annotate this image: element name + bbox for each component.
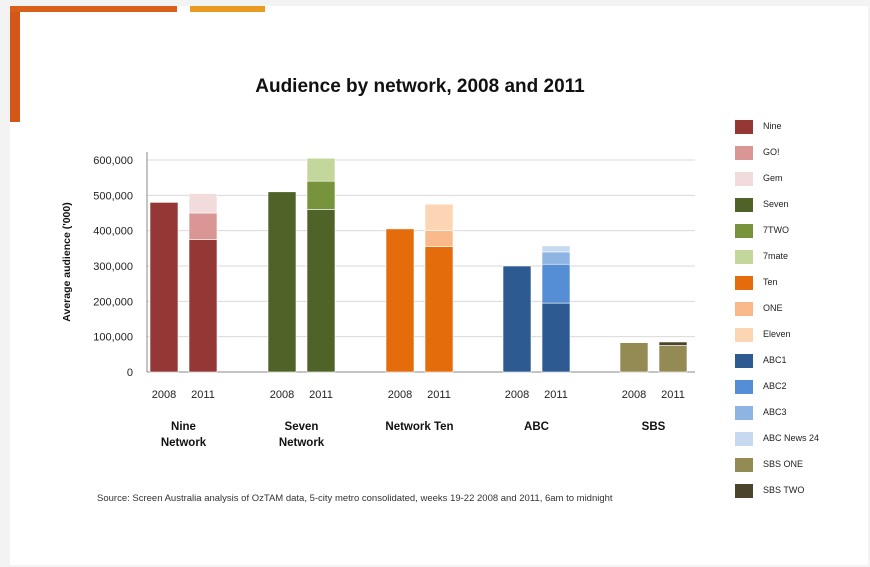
bar-segment [541, 245, 571, 253]
bar-segment [502, 265, 532, 373]
legend-item: ONE [735, 300, 855, 326]
x-tick-label: 2008 [270, 389, 294, 401]
legend-item: ABC1 [735, 352, 855, 378]
legend-swatch [735, 198, 753, 212]
x-tick-label: 2011 [427, 389, 451, 401]
legend-swatch [735, 484, 753, 498]
bar-segment [541, 251, 571, 265]
x-tick-label: 2008 [152, 389, 176, 401]
legend-label: ABC2 [763, 381, 787, 391]
bar-segment [541, 302, 571, 373]
legend-label: Ten [763, 277, 778, 287]
chart-title: Audience by network, 2008 and 2011 [255, 76, 585, 97]
x-tick-label: 2008 [505, 389, 529, 401]
x-tick-label: 2011 [309, 389, 333, 401]
group-label: ABC [524, 421, 549, 433]
legend-label: ABC3 [763, 407, 787, 417]
legend-item: ABC2 [735, 378, 855, 404]
y-tick-label: 600,000 [93, 155, 133, 167]
legend-swatch [735, 120, 753, 134]
bar-segment [267, 191, 297, 373]
bar-segment [188, 193, 218, 214]
x-tick-label: 2008 [388, 389, 412, 401]
legend-label: Eleven [763, 329, 791, 339]
y-axis-label: Average audience ('000) [61, 202, 73, 321]
legend-item: GO! [735, 144, 855, 170]
group-label: SBS [642, 421, 666, 433]
bar-segment [188, 212, 218, 240]
y-tick-label: 500,000 [93, 190, 133, 202]
source-note: Source: Screen Australia analysis of OzT… [97, 493, 613, 504]
group-label: Network Ten [385, 421, 453, 433]
legend-item: ABC News 24 [735, 430, 855, 456]
legend-swatch [735, 146, 753, 160]
legend-label: Nine [763, 121, 782, 131]
group-label: Seven [285, 421, 319, 433]
group-label: Nine [171, 421, 196, 433]
x-tick-label: 2011 [191, 389, 215, 401]
legend-item: Ten [735, 274, 855, 300]
x-tick-label: 2011 [544, 389, 568, 401]
legend-label: SBS TWO [763, 485, 805, 495]
y-tick-label: 300,000 [93, 261, 133, 273]
legend-label: SBS ONE [763, 459, 804, 469]
bar-segment [385, 228, 415, 373]
chart-legend: Nine GO! Gem Seven 7TWO 7mate Ten ONE Eleven ABC1… [735, 118, 855, 508]
bar-segment [658, 341, 688, 346]
bar-segment [306, 180, 336, 210]
legend-label: Seven [763, 199, 789, 209]
legend-item: Seven [735, 196, 855, 222]
legend-label: 7mate [763, 251, 789, 261]
legend-swatch [735, 224, 753, 238]
x-tick-label: 2011 [661, 389, 685, 401]
bar-segment [541, 263, 571, 304]
bar-segment [149, 202, 179, 373]
bar-segment [424, 246, 454, 373]
legend-item: 7TWO [735, 222, 855, 248]
accent-bar [190, 6, 265, 12]
legend-item: 7mate [735, 248, 855, 274]
legend-swatch [735, 276, 753, 290]
bar-segment [306, 209, 336, 373]
bar-segment [424, 203, 454, 231]
y-tick-label: 100,000 [93, 332, 133, 344]
group-label: Network [279, 437, 325, 449]
legend-item: SBS ONE [735, 456, 855, 482]
bar-segment [188, 239, 218, 373]
legend-swatch [735, 458, 753, 472]
accent-bar [10, 6, 177, 12]
bar-segment [424, 230, 454, 247]
x-tick-label: 2008 [622, 389, 646, 401]
legend-label: ABC1 [763, 355, 787, 365]
legend-item: Gem [735, 170, 855, 196]
y-tick-label: 400,000 [93, 226, 133, 238]
legend-item: ABC3 [735, 404, 855, 430]
accent-bar [10, 12, 20, 122]
legend-swatch [735, 302, 753, 316]
legend-label: Gem [763, 173, 783, 183]
legend-swatch [735, 432, 753, 446]
legend-swatch [735, 250, 753, 264]
legend-label: 7TWO [763, 225, 789, 235]
legend-item: Eleven [735, 326, 855, 352]
legend-swatch [735, 354, 753, 368]
bar-segment [658, 345, 688, 373]
bar-segment [619, 342, 649, 373]
legend-swatch [735, 406, 753, 420]
legend-label: GO! [763, 147, 780, 157]
y-tick-label: 0 [127, 367, 133, 379]
legend-swatch [735, 380, 753, 394]
group-label: Network [161, 437, 207, 449]
legend-label: ONE [763, 303, 783, 313]
bar-segment [306, 157, 336, 182]
legend-swatch [735, 328, 753, 342]
legend-item: SBS TWO [735, 482, 855, 508]
legend-swatch [735, 172, 753, 186]
y-tick-label: 200,000 [93, 296, 133, 308]
legend-label: ABC News 24 [763, 433, 820, 443]
legend-item: Nine [735, 118, 855, 144]
